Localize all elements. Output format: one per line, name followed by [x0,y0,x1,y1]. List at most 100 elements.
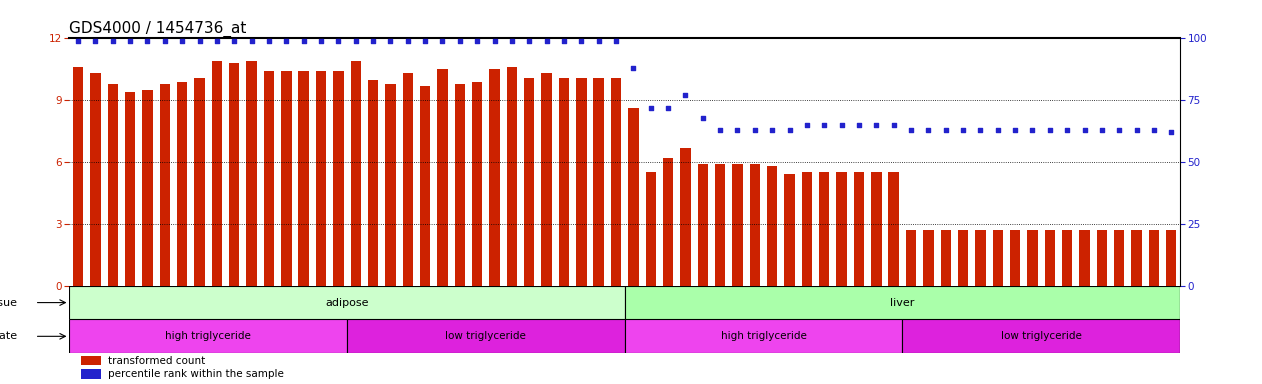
Text: GDS4000 / 1454736_at: GDS4000 / 1454736_at [69,21,247,37]
Point [693,114,713,121]
Point [467,38,487,44]
Point [849,122,870,128]
Bar [69,286,625,319]
Bar [69,319,347,353]
Point [883,122,904,128]
Bar [645,172,656,286]
Bar [73,67,83,286]
Point [988,127,1008,133]
Bar [625,319,902,353]
Bar [316,71,326,286]
Bar [1097,230,1107,286]
Point [398,38,418,44]
Bar [958,230,968,286]
Text: high triglyceride: high triglyceride [165,331,251,341]
Bar [194,78,204,286]
Point [86,38,106,44]
Point [901,127,921,133]
Point [449,38,469,44]
Text: transformed count: transformed count [109,356,206,366]
Bar [1180,319,1262,353]
Point [727,127,747,133]
Bar [107,84,117,286]
Point [919,127,939,133]
Bar [298,71,309,286]
Bar [1010,230,1020,286]
Text: high triglyceride: high triglyceride [721,331,806,341]
Bar [1180,286,1262,319]
Bar [1166,230,1176,286]
Point [832,122,852,128]
Text: disease state: disease state [0,331,18,341]
Point [711,127,731,133]
Bar [81,369,101,379]
Bar [333,71,343,286]
Bar [159,84,170,286]
Bar [472,82,482,286]
Bar [264,71,274,286]
Point [485,38,505,44]
Point [207,38,227,44]
Bar [976,230,986,286]
Point [588,38,608,44]
Text: low triglyceride: low triglyceride [445,331,526,341]
Bar [420,86,430,286]
Bar [628,108,639,286]
Point [189,38,209,44]
Bar [541,73,551,286]
Point [225,38,245,44]
Bar [871,172,882,286]
Bar [351,61,361,286]
Bar [177,82,187,286]
Point [554,38,574,44]
Bar [853,172,864,286]
Point [310,38,331,44]
Bar [902,319,1180,353]
Bar [403,73,413,286]
Point [1161,129,1181,136]
Point [138,38,158,44]
Point [1005,127,1025,133]
Bar [437,70,448,286]
Point [641,104,661,111]
Bar [559,78,569,286]
Point [1143,127,1164,133]
Point [1058,127,1078,133]
Point [68,38,88,44]
Point [658,104,678,111]
Bar [575,78,587,286]
Point [866,122,886,128]
Text: low triglyceride: low triglyceride [1001,331,1082,341]
Point [102,38,122,44]
Bar [611,78,621,286]
Point [120,38,140,44]
Point [1074,127,1094,133]
Bar [698,164,708,286]
Bar [347,319,625,353]
Point [1127,127,1147,133]
Point [380,38,400,44]
Bar [369,79,379,286]
Point [346,38,366,44]
Bar [767,166,777,286]
Bar [837,172,847,286]
Bar [750,164,760,286]
Point [780,127,800,133]
Point [415,38,435,44]
Point [294,38,314,44]
Bar [801,172,813,286]
Bar [125,92,135,286]
Bar [625,286,1180,319]
Bar [680,147,690,286]
Bar [81,356,101,365]
Point [433,38,453,44]
Point [623,65,644,71]
Bar [1114,230,1124,286]
Text: tissue: tissue [0,298,18,308]
Point [1040,127,1060,133]
Bar [490,70,500,286]
Point [276,38,297,44]
Bar [230,63,240,286]
Point [155,38,175,44]
Bar [663,158,674,286]
